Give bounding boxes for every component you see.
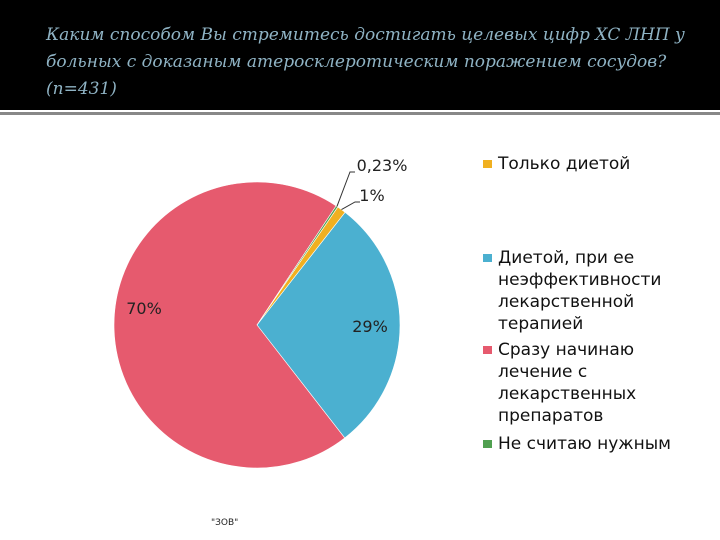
legend-swatch-not-needed — [483, 440, 492, 448]
footer-text: "ЗОВ" — [211, 518, 239, 528]
leader-line — [341, 201, 360, 211]
data-label: 29% — [352, 317, 388, 336]
pie-slice — [256, 211, 401, 439]
pie-slice — [113, 181, 346, 469]
legend-swatch-drugs — [483, 346, 492, 354]
legend-swatch-diet-then-drugs — [483, 254, 492, 262]
divider — [0, 112, 720, 115]
legend-label-drugs: Сразу начинаю лечение с лекарственных пр… — [498, 340, 637, 426]
legend-label-diet: Только диетой — [498, 154, 631, 174]
legend-label-diet-then-drugs: Диетой, при ее неэффективности лекарстве… — [498, 248, 662, 334]
data-label: 70% — [126, 299, 162, 318]
data-label: 1% — [359, 186, 384, 205]
header-band — [0, 0, 720, 110]
legend-swatch-diet — [483, 160, 492, 168]
data-label: 0,23% — [357, 156, 408, 175]
leader-line — [336, 171, 355, 207]
legend-label-not-needed: Не считаю нужным — [498, 434, 671, 454]
slide-title: Каким способом Вы стремитесь достигать ц… — [46, 25, 685, 99]
